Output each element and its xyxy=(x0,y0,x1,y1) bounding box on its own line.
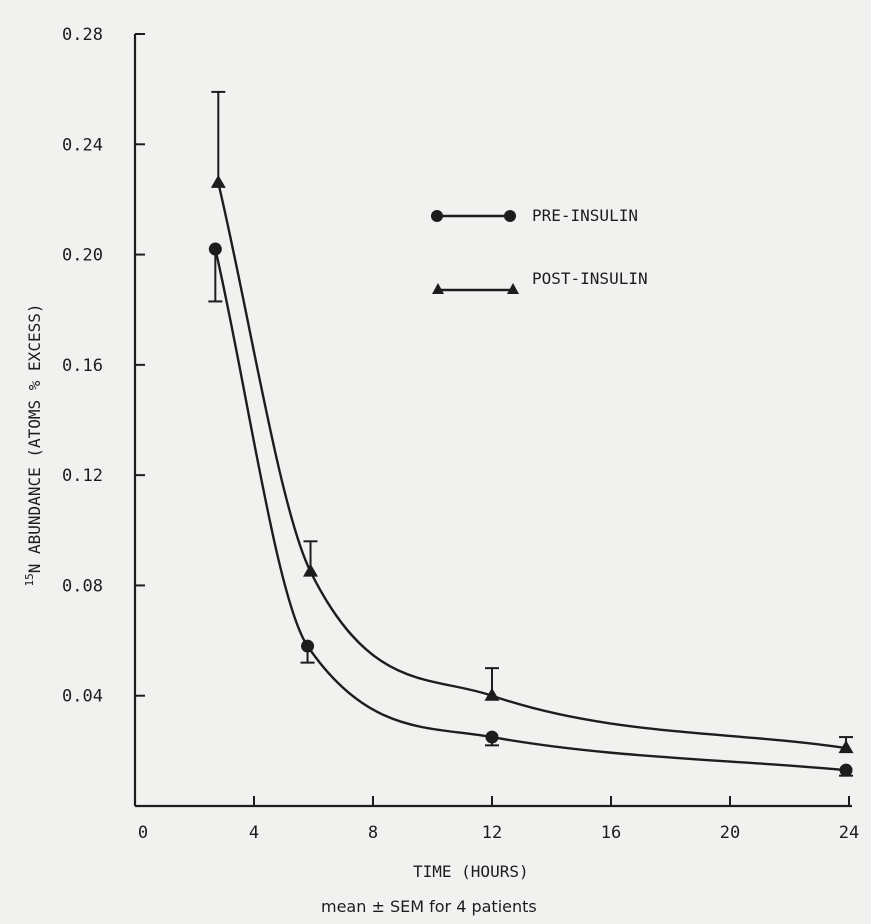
point-pre-insulin-0 xyxy=(208,242,222,256)
point-post-insulin-1 xyxy=(303,563,319,577)
y-axis-title-group: 15N ABUNDANCE (ATOMS % EXCESS) xyxy=(23,304,44,587)
y-axis-title-text: N ABUNDANCE (ATOMS % EXCESS) xyxy=(25,304,44,574)
legend-marker-pre-insulin-left xyxy=(431,210,443,222)
legend-label-post-insulin: POST-INSULIN xyxy=(532,269,648,288)
point-post-insulin-3 xyxy=(838,740,854,754)
x-tick-label-2: 8 xyxy=(368,823,378,843)
x-axis-title: TIME (HOURS) xyxy=(413,862,529,881)
y-tick-label-1: 0.08 xyxy=(62,576,103,596)
legend-marker-post-insulin-left xyxy=(432,283,444,294)
x-tick-label-6: 24 xyxy=(839,823,859,843)
point-pre-insulin-1 xyxy=(301,639,315,653)
x-tick-label-4: 16 xyxy=(601,823,621,843)
y-tick-label-0: 0.04 xyxy=(62,687,103,707)
y-tick-label-4: 0.20 xyxy=(62,246,103,266)
legend-marker-pre-insulin-right xyxy=(504,210,516,222)
y-tick-label-2: 0.12 xyxy=(62,466,103,486)
series-line-post-insulin xyxy=(217,182,847,750)
y-tick-label-3: 0.16 xyxy=(62,356,103,376)
chart-footnote: mean ± SEM for 4 patients xyxy=(321,897,537,916)
curves xyxy=(214,182,847,772)
y-tick-label-6: 0.28 xyxy=(62,25,103,45)
markers xyxy=(208,174,854,777)
point-pre-insulin-2 xyxy=(485,730,499,744)
x-ticks: 0 4 8 12 16 20 24 xyxy=(138,796,859,843)
legend-marker-post-insulin-right xyxy=(507,283,519,294)
legend: PRE-INSULIN POST-INSULIN xyxy=(431,206,648,294)
y-axis-title-superscript: 15 xyxy=(23,573,36,586)
x-tick-label-5: 20 xyxy=(720,823,740,843)
series-line-pre-insulin xyxy=(214,248,847,772)
y-ticks: 0.04 0.08 0.12 0.16 0.20 0.24 0.28 xyxy=(62,25,145,707)
point-post-insulin-0 xyxy=(210,174,226,188)
y-axis-title: 15N ABUNDANCE (ATOMS % EXCESS) xyxy=(23,304,44,587)
legend-label-pre-insulin: PRE-INSULIN xyxy=(532,206,638,225)
y-tick-label-5: 0.24 xyxy=(62,135,103,155)
x-tick-label-1: 4 xyxy=(249,823,259,843)
point-pre-insulin-3 xyxy=(839,763,853,777)
error-bars xyxy=(208,90,854,777)
x-tick-label-0: 0 xyxy=(138,823,148,843)
point-post-insulin-2 xyxy=(484,687,500,701)
x-tick-label-3: 12 xyxy=(482,823,502,843)
